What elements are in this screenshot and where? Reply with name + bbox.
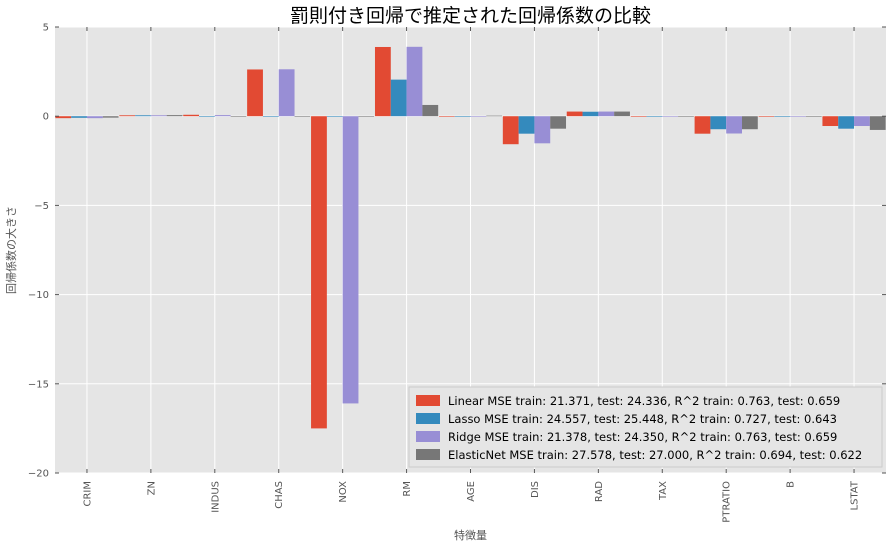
bar-indus-s2 [214, 115, 231, 117]
bar-crim-s0 [55, 116, 72, 119]
bar-b-s1 [774, 116, 791, 117]
x-tick-label: RM [402, 481, 413, 497]
bar-zn-s1 [135, 115, 151, 117]
bar-age-s1 [454, 116, 471, 117]
legend-entry: Lasso MSE train: 24.557, test: 25.448, R… [448, 412, 837, 426]
bar-age-s0 [438, 116, 455, 117]
bar-rm-s1 [390, 79, 407, 117]
x-tick-label: ZN [146, 481, 157, 495]
bar-nox-s3 [358, 116, 375, 117]
bar-b-s3 [805, 116, 822, 117]
bar-lstat-s2 [854, 116, 870, 127]
bars-group [55, 46, 886, 429]
bar-crim-s2 [86, 116, 103, 119]
x-tick-label: RAD [594, 481, 605, 502]
bar-tax-s1 [646, 116, 663, 117]
bar-age-s2 [470, 116, 487, 117]
bar-ptratio-s2 [726, 116, 742, 134]
bar-indus-s0 [183, 114, 200, 117]
legend-swatch [416, 395, 440, 406]
x-tick-label: PTRATIO [722, 481, 733, 523]
bar-dis-s2 [534, 116, 551, 144]
legend: Linear MSE train: 21.371, test: 24.336, … [408, 386, 883, 468]
bar-chas-s2 [278, 69, 295, 117]
bar-dis-s3 [550, 116, 567, 129]
bar-nox-s0 [311, 116, 327, 429]
bar-zn-s3 [166, 115, 183, 117]
x-tick-labels: CRIM ZN INDUS CHAS NOX RM AGE DIS RAD TAX PTRATIO B… [82, 27, 861, 523]
legend-entry: ElasticNet MSE train: 27.578, test: 27.0… [448, 448, 862, 462]
y-tick-labels: 5 0 −5 −10 −15 −20 [28, 23, 886, 480]
bar-indus-s3 [230, 116, 247, 117]
bar-ptratio-s1 [710, 116, 727, 130]
bar-chas-s3 [294, 116, 311, 117]
bar-b-s2 [790, 116, 806, 117]
bar-ptratio-s3 [741, 116, 758, 130]
bar-rad-s3 [614, 111, 630, 117]
x-tick-label: CRIM [82, 481, 93, 507]
bar-lstat-s3 [869, 116, 886, 130]
bar-dis-s1 [518, 116, 535, 134]
x-tick-label: CHAS [274, 481, 285, 509]
bar-age-s3 [486, 115, 503, 117]
chart-title: 罰則付き回帰で推定された回帰係数の比較 [290, 5, 651, 27]
bar-chas-s0 [247, 69, 263, 117]
y-tick-label: −5 [34, 201, 49, 212]
bar-rm-s3 [422, 104, 439, 117]
x-tick-label: DIS [530, 481, 541, 498]
bar-chas-s1 [262, 116, 279, 117]
legend-swatch [416, 431, 440, 442]
x-tick-label: LSTAT [850, 480, 861, 510]
y-axis-label: 回帰係数の大きさ [4, 206, 18, 294]
bar-tax-s3 [678, 116, 694, 117]
bar-rm-s2 [406, 46, 423, 117]
y-tick-label: −15 [28, 379, 49, 390]
bar-zn-s0 [119, 115, 136, 117]
x-tick-label: TAX [658, 481, 669, 501]
bar-tax-s2 [662, 116, 679, 117]
bar-lstat-s1 [838, 116, 855, 129]
legend-swatch [416, 449, 440, 460]
y-tick-label: −10 [28, 290, 49, 301]
bar-indus-s1 [199, 116, 215, 117]
legend-swatch [416, 413, 440, 424]
bar-ptratio-s0 [694, 116, 711, 134]
bar-nox-s2 [342, 116, 359, 404]
bar-lstat-s0 [822, 116, 839, 127]
x-tick-label: B [786, 481, 797, 488]
x-tick-label: NOX [338, 481, 349, 503]
legend-entry: Ridge MSE train: 21.378, test: 24.350, R… [448, 430, 837, 444]
legend-entry: Linear MSE train: 21.371, test: 24.336, … [448, 394, 840, 408]
legend-frame [408, 386, 883, 468]
x-axis-label: 特徴量 [454, 528, 487, 542]
bar-crim-s1 [71, 116, 87, 118]
bar-crim-s3 [102, 116, 119, 118]
y-tick-label: 0 [43, 112, 49, 123]
bar-nox-s1 [326, 116, 343, 117]
bar-dis-s0 [502, 116, 519, 145]
bar-rm-s0 [374, 46, 391, 117]
bar-tax-s0 [630, 116, 647, 117]
bar-rad-s1 [582, 111, 599, 117]
y-tick-label: −20 [28, 469, 49, 480]
y-tick-label: 5 [43, 23, 49, 34]
x-tick-label: INDUS [210, 481, 221, 513]
x-tick-label: AGE [466, 481, 477, 502]
bar-rad-s2 [598, 111, 615, 117]
bar-rad-s0 [566, 111, 583, 117]
bar-zn-s2 [150, 115, 167, 117]
bar-b-s0 [758, 116, 775, 117]
